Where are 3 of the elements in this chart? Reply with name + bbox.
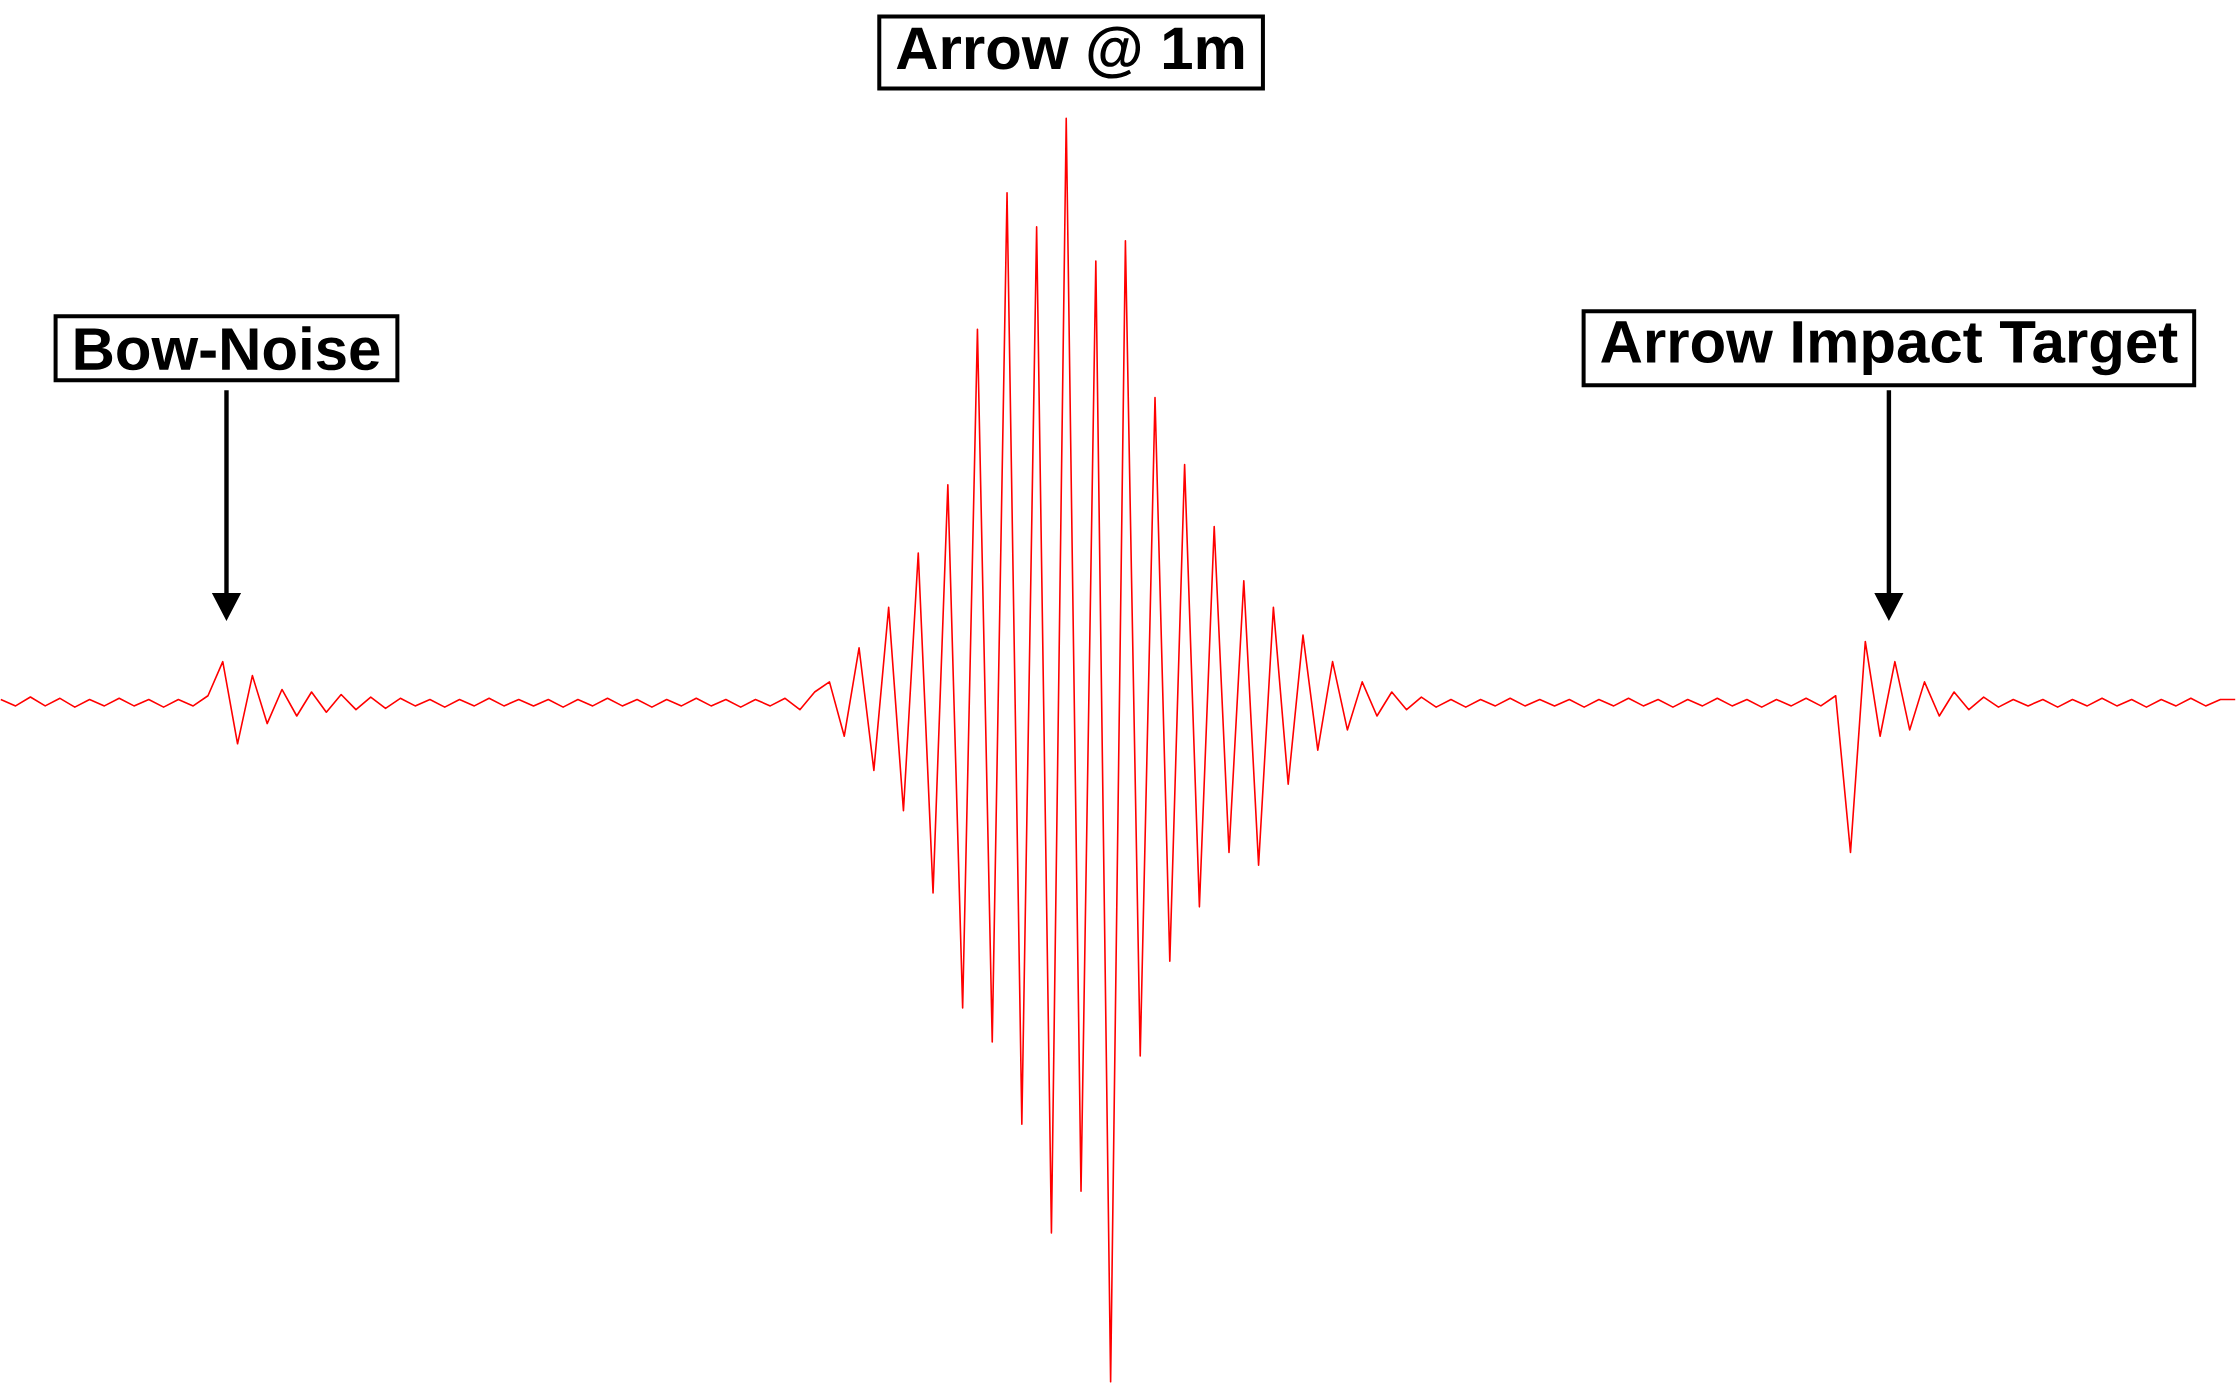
text: Arrow @ 1m <box>896 26 1244 79</box>
annotation: Bow-Noise <box>75 326 380 371</box>
annotation: Arrow Impact Target <box>1601 321 2178 376</box>
